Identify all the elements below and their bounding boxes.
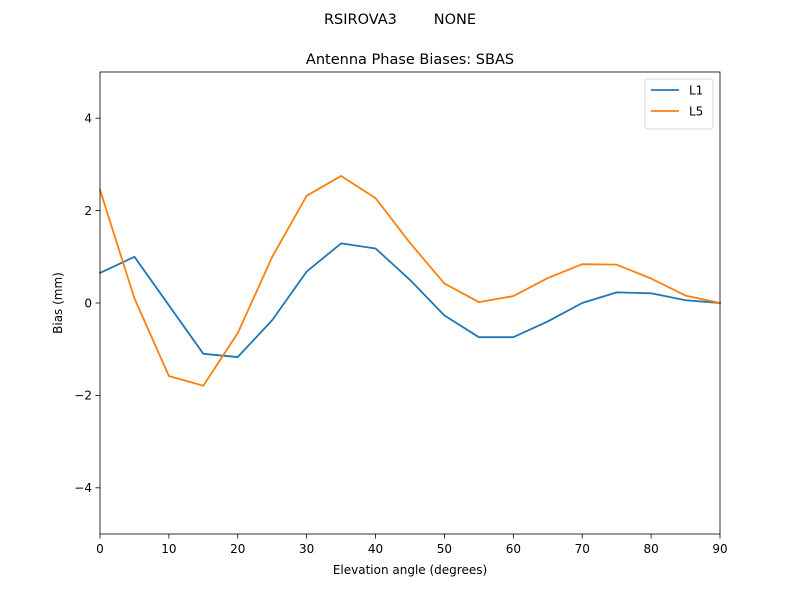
x-tick-label: 50 [437,542,452,556]
figure-suptitle: RSIROVA3 NONE [324,12,476,28]
x-tick-label: 30 [299,542,314,556]
x-tick-label: 20 [230,542,245,556]
series-line-l5 [98,175,722,387]
y-axis: −4 −2 0 2 4 [74,112,100,495]
series-line-l1 [98,242,721,358]
y-tick-label: −4 [74,481,92,495]
y-tick-label: −2 [74,389,92,403]
y-tick-label: 4 [84,112,92,126]
x-axis: 0 10 20 30 40 50 60 70 80 90 [96,534,728,556]
legend-label-l5: L5 [689,104,703,118]
x-tick-label: 70 [575,542,590,556]
x-axis-label: Elevation angle (degrees) [333,563,487,577]
legend-label-l1: L1 [689,83,703,97]
x-tick-label: 40 [368,542,383,556]
y-tick-label: 2 [84,204,92,218]
x-tick-label: 0 [96,542,104,556]
x-tick-label: 80 [643,542,658,556]
y-axis-label: Bias (mm) [51,272,65,334]
chart-title: Antenna Phase Biases: SBAS [306,52,514,68]
x-tick-label: 90 [712,542,727,556]
series-layer [98,175,722,387]
plot-area-background [100,72,720,534]
x-tick-label: 10 [161,542,176,556]
x-tick-label: 60 [506,542,521,556]
y-tick-label: 0 [84,296,92,310]
legend: L1 L5 [644,78,714,130]
legend-box [644,78,714,130]
